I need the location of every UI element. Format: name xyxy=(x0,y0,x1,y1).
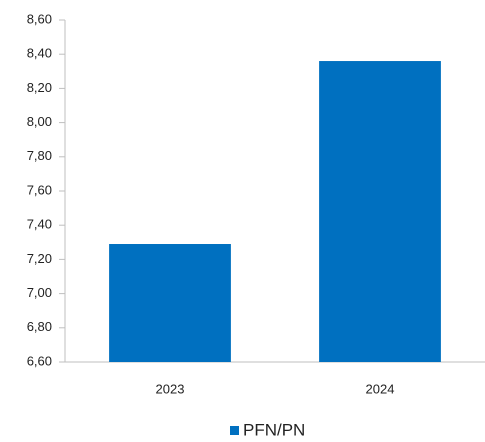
bar xyxy=(319,61,441,362)
y-tick-label: 8,60 xyxy=(27,11,52,26)
legend-label: PFN/PN xyxy=(243,420,305,439)
y-tick-label: 6,60 xyxy=(27,353,52,368)
y-tick-label: 8,20 xyxy=(27,80,52,95)
y-tick-label: 8,00 xyxy=(27,114,52,129)
y-tick-label: 8,40 xyxy=(27,46,52,61)
y-tick-label: 6,80 xyxy=(27,319,52,334)
y-tick-label: 7,40 xyxy=(27,217,52,232)
y-tick-label: 7,80 xyxy=(27,148,52,163)
legend-swatch xyxy=(230,426,239,435)
y-tick-label: 7,00 xyxy=(27,285,52,300)
x-tick-label: 2023 xyxy=(156,381,185,396)
y-tick-label: 7,60 xyxy=(27,182,52,197)
bar xyxy=(109,244,231,362)
y-tick-label: 7,20 xyxy=(27,251,52,266)
x-tick-label: 2024 xyxy=(366,381,395,396)
